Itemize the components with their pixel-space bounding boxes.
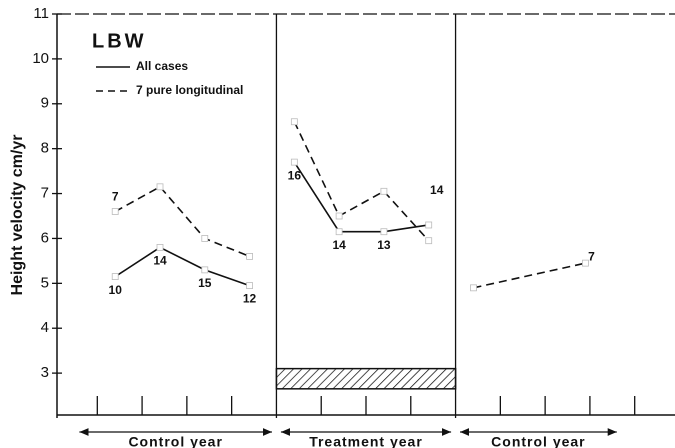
y-tick-label: 5 [41,274,49,291]
y-axis-label: Height velocity cm/yr [9,135,26,296]
data-point [111,208,119,215]
legend-label: All cases [136,59,188,73]
point-label: 13 [377,238,391,252]
panel-label: Control year [491,434,585,448]
data-point [290,158,298,166]
point-label: 16 [288,168,302,182]
y-tick-label: 9 [41,95,49,112]
legend-title: LBW [92,30,147,52]
y-tick-label: 7 [41,185,49,202]
panel-label: Control year [128,434,222,448]
data-point [425,237,433,245]
y-tick-label: 4 [41,319,49,336]
series-line [114,246,250,287]
series-line [293,161,429,233]
y-tick-label: 6 [41,229,49,246]
data-point [201,266,209,274]
panel-label: Treatment year [309,434,423,448]
data-point [156,244,164,251]
data-point [290,118,298,126]
point-label: 15 [198,276,212,290]
point-label: 7 [112,190,119,204]
data-point [246,252,253,260]
legend-label: 7 pure longitudinal [136,83,243,97]
y-tick-label: 11 [33,5,49,22]
point-label: 7 [588,249,595,263]
y-tick-label: 10 [32,50,49,67]
point-label: 14 [153,254,167,268]
data-point [470,284,477,292]
y-tick-label: 3 [41,364,49,381]
data-point [335,228,343,236]
data-point [335,212,343,220]
data-point [380,228,388,236]
data-point [380,187,388,195]
data-point [201,235,209,242]
series-line [473,262,586,289]
series-line [293,121,430,242]
series-line [114,185,250,258]
data-point [246,282,253,289]
data-point [156,183,164,191]
data-point [425,221,433,229]
reference-band [275,367,457,390]
point-label: 12 [243,292,257,306]
point-label: 14 [332,238,346,252]
y-tick-label: 8 [41,140,49,157]
data-point [582,259,589,267]
point-label: 14 [430,183,444,197]
data-point [111,273,119,281]
point-label: 10 [109,283,123,297]
